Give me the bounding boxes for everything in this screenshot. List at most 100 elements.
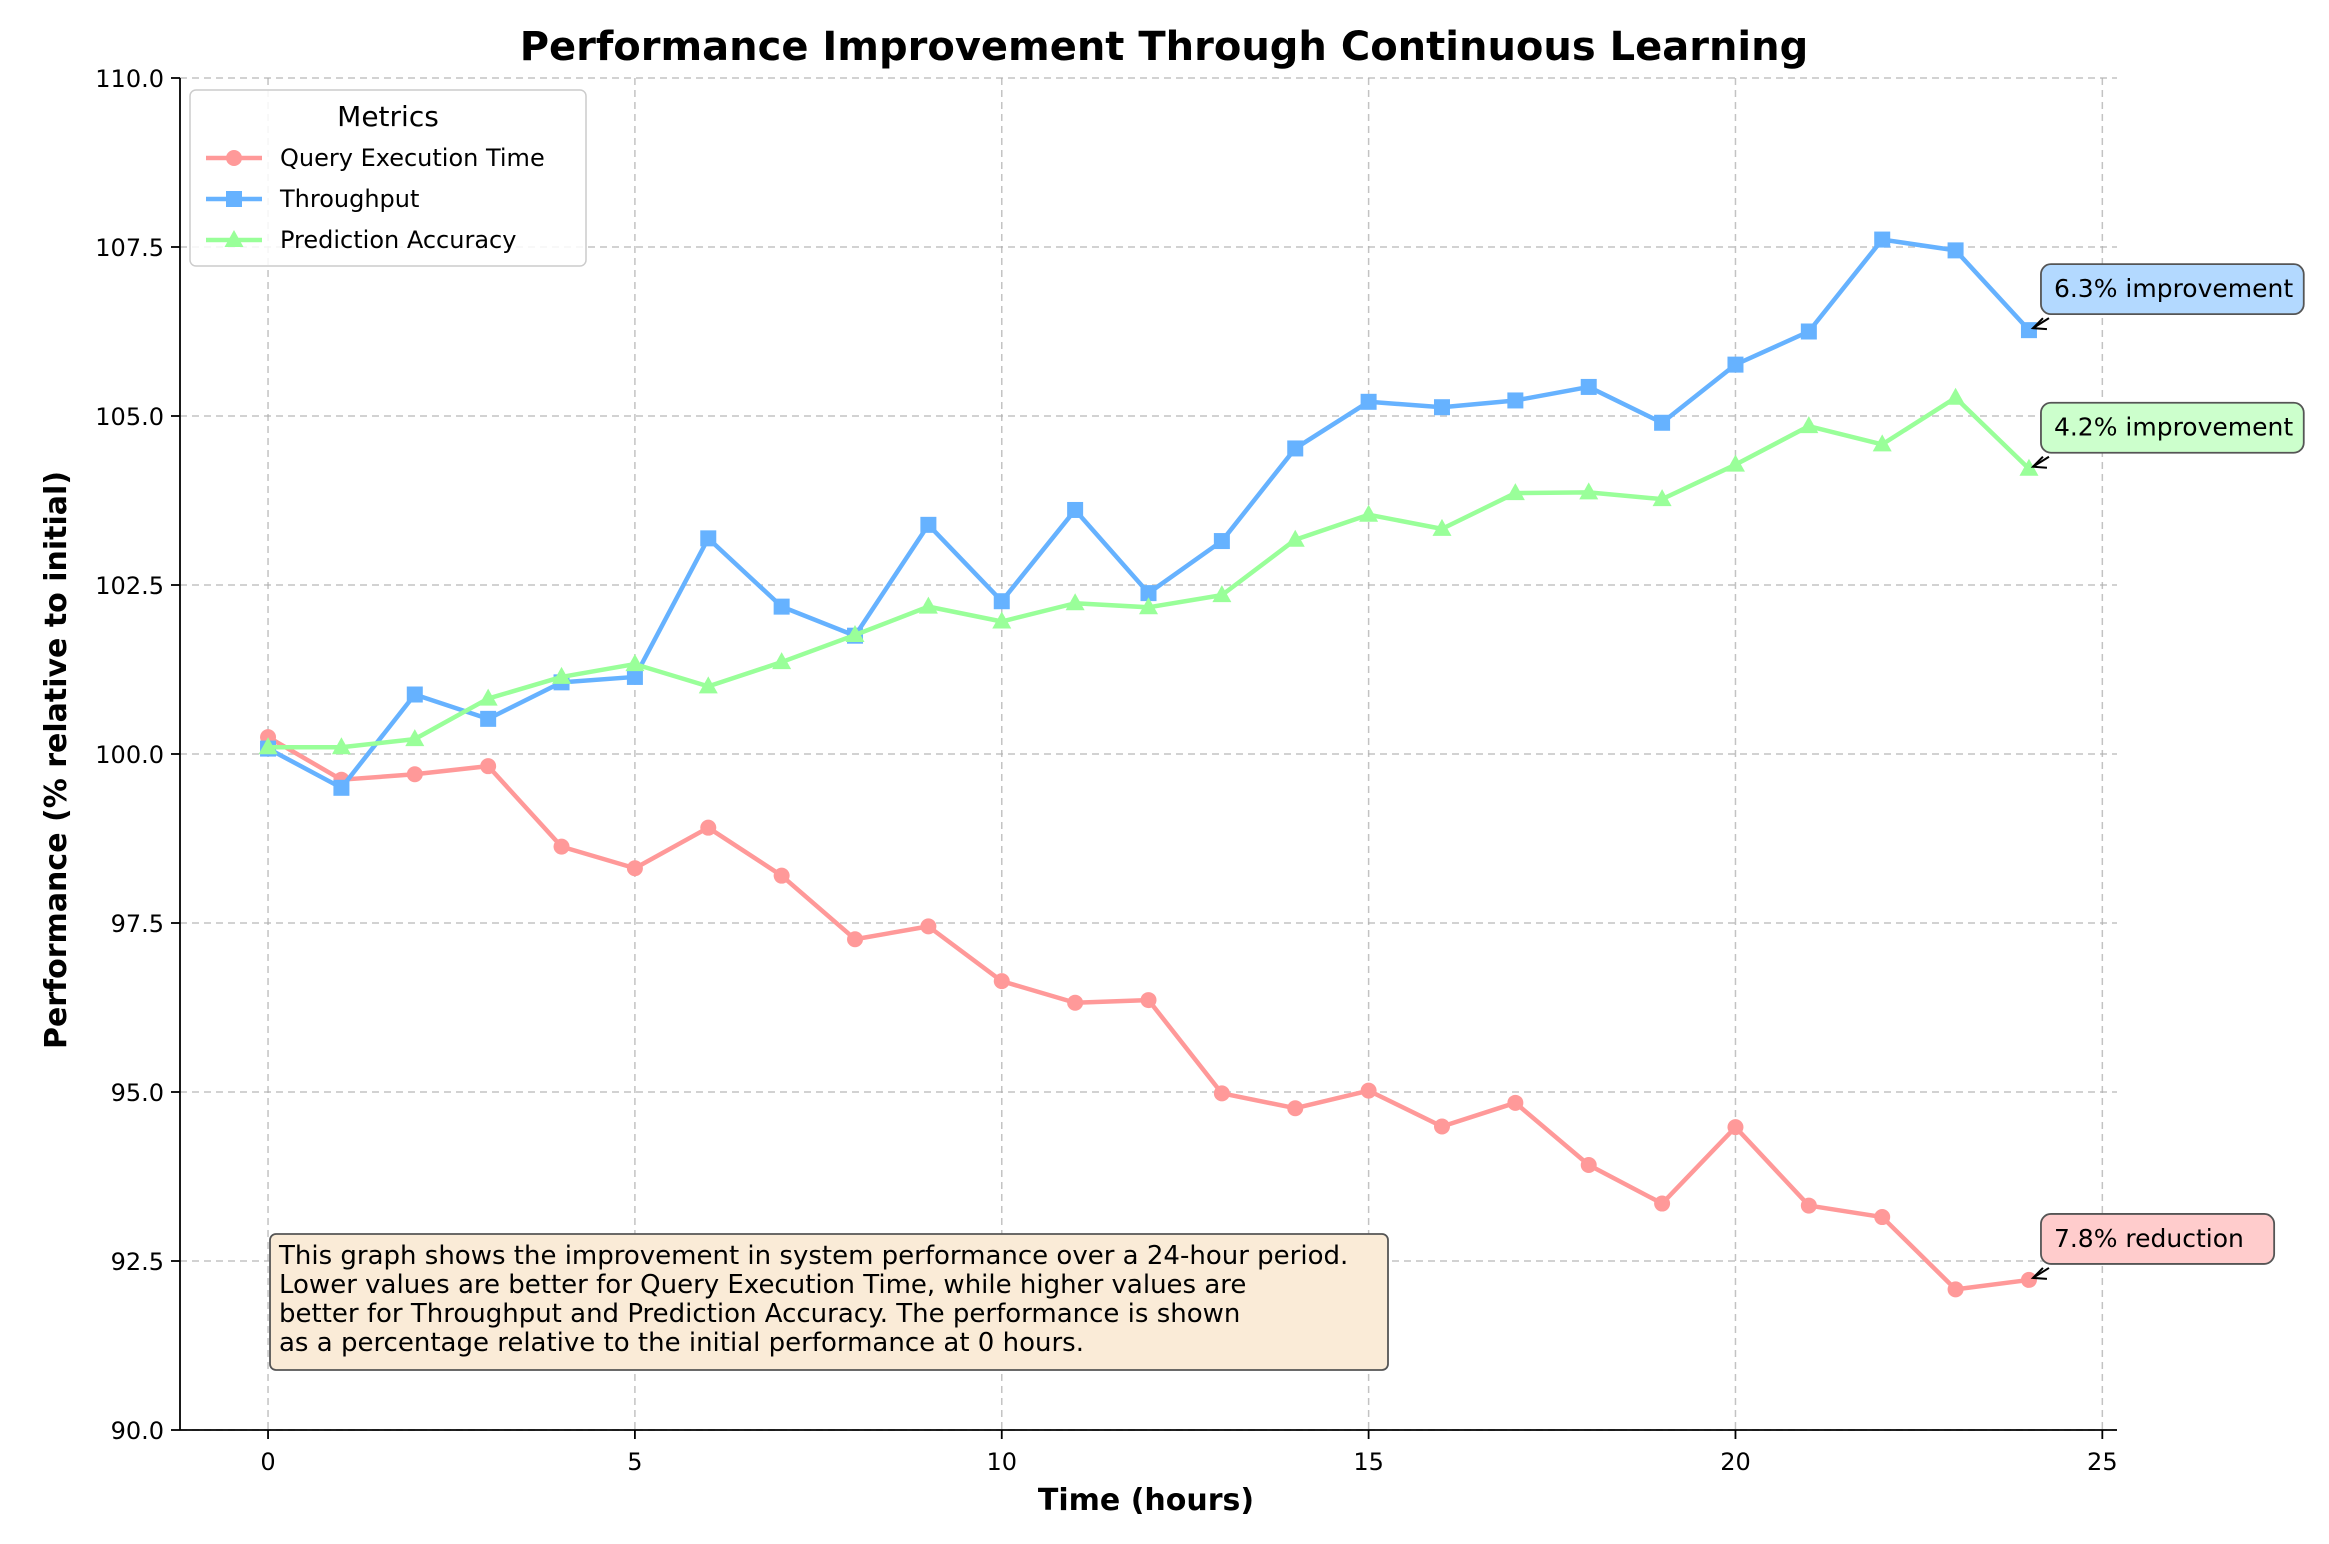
data-point: [700, 819, 717, 836]
data-point: [626, 668, 643, 685]
data-point: [1874, 1209, 1891, 1226]
data-point: [1213, 533, 1230, 550]
series-line: [266, 735, 2030, 1292]
y-axis-label: Performance (% relative to initial): [39, 471, 74, 1049]
data-point: [478, 688, 498, 706]
data-point: [1140, 992, 1157, 1009]
data-point: [1946, 387, 1966, 405]
y-tick-label: 95.0: [111, 1079, 164, 1107]
data-point: [1140, 585, 1157, 602]
data-point: [625, 654, 645, 672]
y-tick-label: 102.5: [95, 572, 164, 600]
data-point: [1359, 504, 1379, 522]
note-line: better for Throughput and Prediction Acc…: [279, 1299, 1240, 1329]
legend-entry-label: Throughput: [279, 185, 419, 213]
series-prediction-accuracy: [258, 387, 2039, 755]
annotation-label: 4.2% improvement: [2054, 413, 2293, 442]
note-box: [269, 1233, 1389, 1371]
series-line: [266, 237, 2031, 791]
annotation: 4.2% improvement: [2030, 401, 2305, 469]
data-point: [1505, 483, 1525, 501]
annotation-box: [2040, 263, 2305, 316]
note-line: This graph shows the improvement in syst…: [278, 1241, 1348, 1271]
series-throughput: [260, 231, 2037, 796]
data-point: [258, 737, 278, 755]
data-point: [1433, 1118, 1450, 1135]
data-point: [993, 973, 1010, 990]
y-tick-label: 107.5: [95, 234, 164, 262]
annotations: 6.3% improvement 4.2% improvement 7.8% red…: [2030, 263, 2305, 1280]
data-point: [1579, 482, 1599, 500]
y-tick-label: 90.0: [111, 1417, 164, 1445]
data-point: [1067, 994, 1084, 1011]
y-tick-label: 97.5: [111, 910, 164, 938]
data-point: [1432, 518, 1452, 536]
data-point: [918, 596, 938, 614]
data-point: [1285, 529, 1305, 547]
data-point: [1947, 1281, 1964, 1298]
data-point: [1872, 434, 1892, 452]
annotation-arrowhead: [2030, 456, 2048, 469]
data-point: [480, 758, 497, 775]
annotation-arrowhead: [2030, 317, 2048, 331]
data-point: [1727, 1119, 1744, 1136]
data-point: [2020, 1271, 2037, 1288]
data-point: [1580, 1157, 1597, 1174]
data-point: [1727, 356, 1744, 373]
data-point: [2020, 322, 2037, 339]
data-point: [1799, 416, 1819, 434]
data-point: [1580, 378, 1597, 395]
data-point: [1947, 242, 1964, 259]
data-point: [552, 666, 572, 684]
legend-title: Metrics: [337, 100, 439, 133]
series-group: [258, 231, 2039, 1298]
description-note: This graph shows the improvement in syst…: [269, 1233, 1389, 1371]
data-point: [992, 611, 1012, 629]
data-point: [1433, 399, 1450, 416]
data-point: [1065, 593, 1085, 611]
data-point: [1654, 414, 1671, 431]
data-point: [1360, 393, 1377, 410]
data-point: [331, 737, 351, 755]
data-point: [845, 625, 865, 643]
data-point: [700, 530, 717, 547]
data-point: [698, 676, 718, 694]
data-point: [1360, 1082, 1377, 1099]
chart-title: Performance Improvement Through Continuo…: [520, 24, 1809, 70]
data-point: [2019, 458, 2039, 476]
data-point: [920, 918, 937, 935]
y-tick-label: 100.0: [95, 741, 164, 769]
data-point: [1654, 1195, 1671, 1212]
annotation: 6.3% improvement: [2030, 263, 2305, 331]
data-point: [1139, 597, 1158, 615]
legend-swatch-marker: [224, 230, 244, 247]
data-point: [1287, 440, 1304, 457]
x-axis-label: Time (hours): [1038, 1483, 1254, 1518]
note-line: Lower values are better for Query Execut…: [279, 1270, 1246, 1300]
data-point: [553, 838, 570, 855]
x-tick-label: 0: [260, 1448, 275, 1476]
annotation-arrowhead: [2030, 1267, 2048, 1280]
data-point: [1874, 231, 1891, 248]
data-point: [1652, 489, 1672, 507]
data-point: [993, 593, 1010, 610]
y-tick-label: 105.0: [95, 403, 164, 431]
data-point: [772, 652, 792, 670]
data-point: [1213, 1085, 1230, 1102]
annotation-label: 6.3% improvement: [2054, 274, 2293, 303]
data-point: [1507, 392, 1524, 409]
y-tick-label: 110.0: [95, 65, 164, 93]
x-tick-label: 25: [2087, 1448, 2118, 1476]
data-point: [1507, 1094, 1524, 1111]
data-point: [406, 686, 423, 703]
data-point: [406, 766, 423, 783]
series-query-execution-time: [260, 729, 2037, 1298]
data-point: [480, 710, 497, 727]
data-point: [1800, 323, 1817, 340]
data-point: [1067, 501, 1084, 518]
x-tick-label: 10: [986, 1448, 1017, 1476]
data-point: [847, 931, 864, 948]
x-tick-label: 5: [627, 1448, 642, 1476]
legend-entry-label: Query Execution Time: [280, 144, 545, 172]
